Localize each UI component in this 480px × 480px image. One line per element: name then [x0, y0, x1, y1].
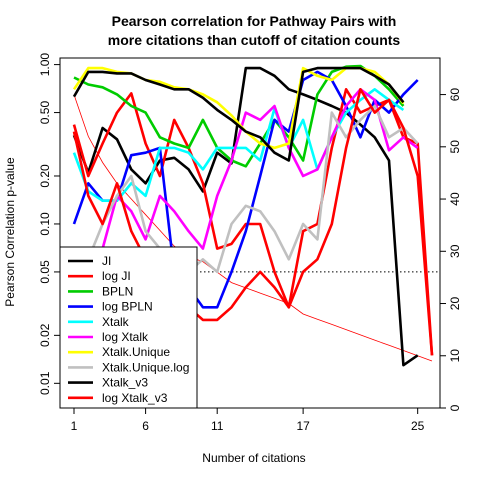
y-tick-label-5: 0.50 — [38, 101, 52, 125]
y2-tick-label-1: 10 — [448, 349, 462, 363]
legend-label-5: log Xtalk — [102, 330, 149, 344]
legend-box — [59, 246, 198, 409]
chart-title-line-1: Pearson correlation for Pathway Pairs wi… — [112, 13, 397, 29]
y2-tick-label-0: 0 — [448, 404, 462, 411]
chart-title-line-2: more citations than cutoff of citation c… — [108, 32, 401, 48]
legend-label-4: Xtalk — [102, 315, 130, 329]
x-tick-label-4: 25 — [411, 419, 425, 433]
y-tick-label-4: 0.20 — [38, 164, 52, 188]
series-layer — [72, 64, 434, 367]
series-line-4 — [72, 88, 405, 202]
y-axis-label: Pearson Correlation p-value — [3, 157, 17, 307]
series-line-8 — [72, 66, 405, 162]
y-tick-label-1: 0.02 — [38, 323, 52, 347]
legend-label-2: BPLN — [102, 284, 133, 298]
y-tick-label-0: 0.01 — [38, 371, 52, 395]
legend-label-7: Xtalk.Unique.log — [102, 360, 189, 374]
legend-label-9: log Xtalk_v3 — [102, 391, 168, 405]
legend-label-3: log BPLN — [102, 300, 153, 314]
y2-tick-label-2: 20 — [448, 297, 462, 311]
axes-layer: 1 6 11 17 25 0.01 0.02 0.05 0.10 0.20 0.50 1.00 0 10 2… — [38, 53, 462, 433]
x-tick-label-2: 11 — [211, 419, 224, 433]
series-line-3 — [72, 70, 419, 309]
legend-label-6: Xtalk.Unique — [102, 345, 170, 359]
y-tick-label-3: 0.10 — [38, 212, 52, 236]
y2-tick-label-6: 60 — [448, 88, 462, 102]
legend-label-0: JI — [102, 254, 111, 268]
y2-tick-label-4: 40 — [448, 192, 462, 206]
y-tick-label-6: 1.00 — [38, 53, 52, 77]
legend-label-1: log JI — [102, 269, 131, 283]
x-tick-label-0: 1 — [71, 419, 78, 433]
series-line-2 — [73, 64, 405, 168]
y2-tick-label-5: 50 — [448, 140, 462, 154]
legend-label-8: Xtalk_v3 — [102, 376, 148, 390]
y2-tick-label-3: 30 — [448, 244, 462, 258]
plot-frame — [59, 57, 441, 409]
x-axis-label: Number of citations — [202, 451, 305, 465]
y-tick-label-2: 0.05 — [38, 260, 52, 284]
x-tick-label-1: 6 — [142, 419, 149, 433]
x-tick-label-3: 17 — [296, 419, 310, 433]
series-line-0 — [72, 66, 419, 367]
series-line-7 — [72, 104, 419, 308]
series-line-9 — [72, 88, 434, 356]
count-series-line — [73, 94, 433, 362]
